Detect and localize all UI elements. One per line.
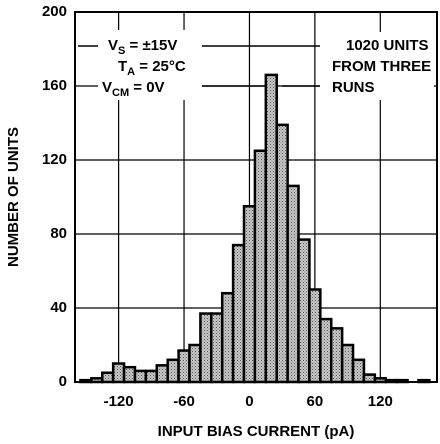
bar (199, 312, 213, 384)
bar (351, 358, 366, 384)
annotation-box (98, 30, 202, 100)
y-tick-label: 40 (50, 299, 67, 316)
x-tick-label: 0 (245, 393, 253, 410)
x-tick-label: 60 (307, 393, 324, 410)
annotation-main: V (102, 79, 112, 96)
x-tick-label: -60 (173, 393, 195, 410)
note-box (320, 32, 434, 100)
bar (242, 205, 257, 384)
bar (166, 358, 180, 384)
bar (308, 288, 322, 384)
bar (155, 364, 169, 384)
annotation-sub: S (118, 45, 125, 57)
bar (188, 343, 202, 384)
plot-frame (74, 11, 438, 383)
note-line: RUNS (332, 79, 375, 96)
bar (275, 123, 289, 384)
bar (101, 371, 115, 384)
y-axis-label: NUMBER OF UNITS (5, 127, 22, 267)
bar (144, 369, 159, 384)
bar (133, 369, 148, 384)
annotation-rest: = 25°C (135, 58, 186, 75)
annotation-main: T (118, 58, 127, 75)
y-tick-label: 120 (42, 151, 67, 168)
annotation: TA = 25°C (118, 58, 186, 78)
y-tick-label: 0 (59, 373, 67, 390)
y-tick-label: 200 (42, 3, 67, 20)
bar (264, 73, 278, 384)
note-line: FROM THREE (332, 58, 431, 75)
x-tick-label: -120 (104, 393, 134, 410)
bar (340, 343, 355, 384)
bar (111, 362, 126, 384)
annotation-sub: CM (112, 87, 129, 99)
bar (253, 149, 268, 384)
x-tick-label: 120 (368, 393, 393, 410)
bar (231, 243, 246, 384)
bar (210, 312, 224, 384)
bar (177, 349, 191, 384)
annotation-sub: A (127, 66, 135, 78)
bar (286, 184, 300, 384)
bar (297, 238, 311, 384)
y-tick-label: 160 (42, 77, 67, 94)
bar (220, 291, 235, 384)
annotation-main: V (108, 37, 118, 54)
annotation-rest: = ±15V (125, 37, 177, 54)
bar (122, 365, 137, 384)
bar (329, 327, 344, 384)
annotation: VCM = 0V (102, 79, 165, 99)
note-line: 1020 UNITS (346, 37, 429, 54)
bar (362, 373, 377, 384)
annotation: VS = ±15V (108, 37, 177, 57)
y-tick-label: 80 (50, 225, 67, 242)
bar (319, 317, 333, 384)
annotation-rest: = 0V (129, 79, 164, 96)
x-axis-label: INPUT BIAS CURRENT (pA) (158, 423, 355, 440)
